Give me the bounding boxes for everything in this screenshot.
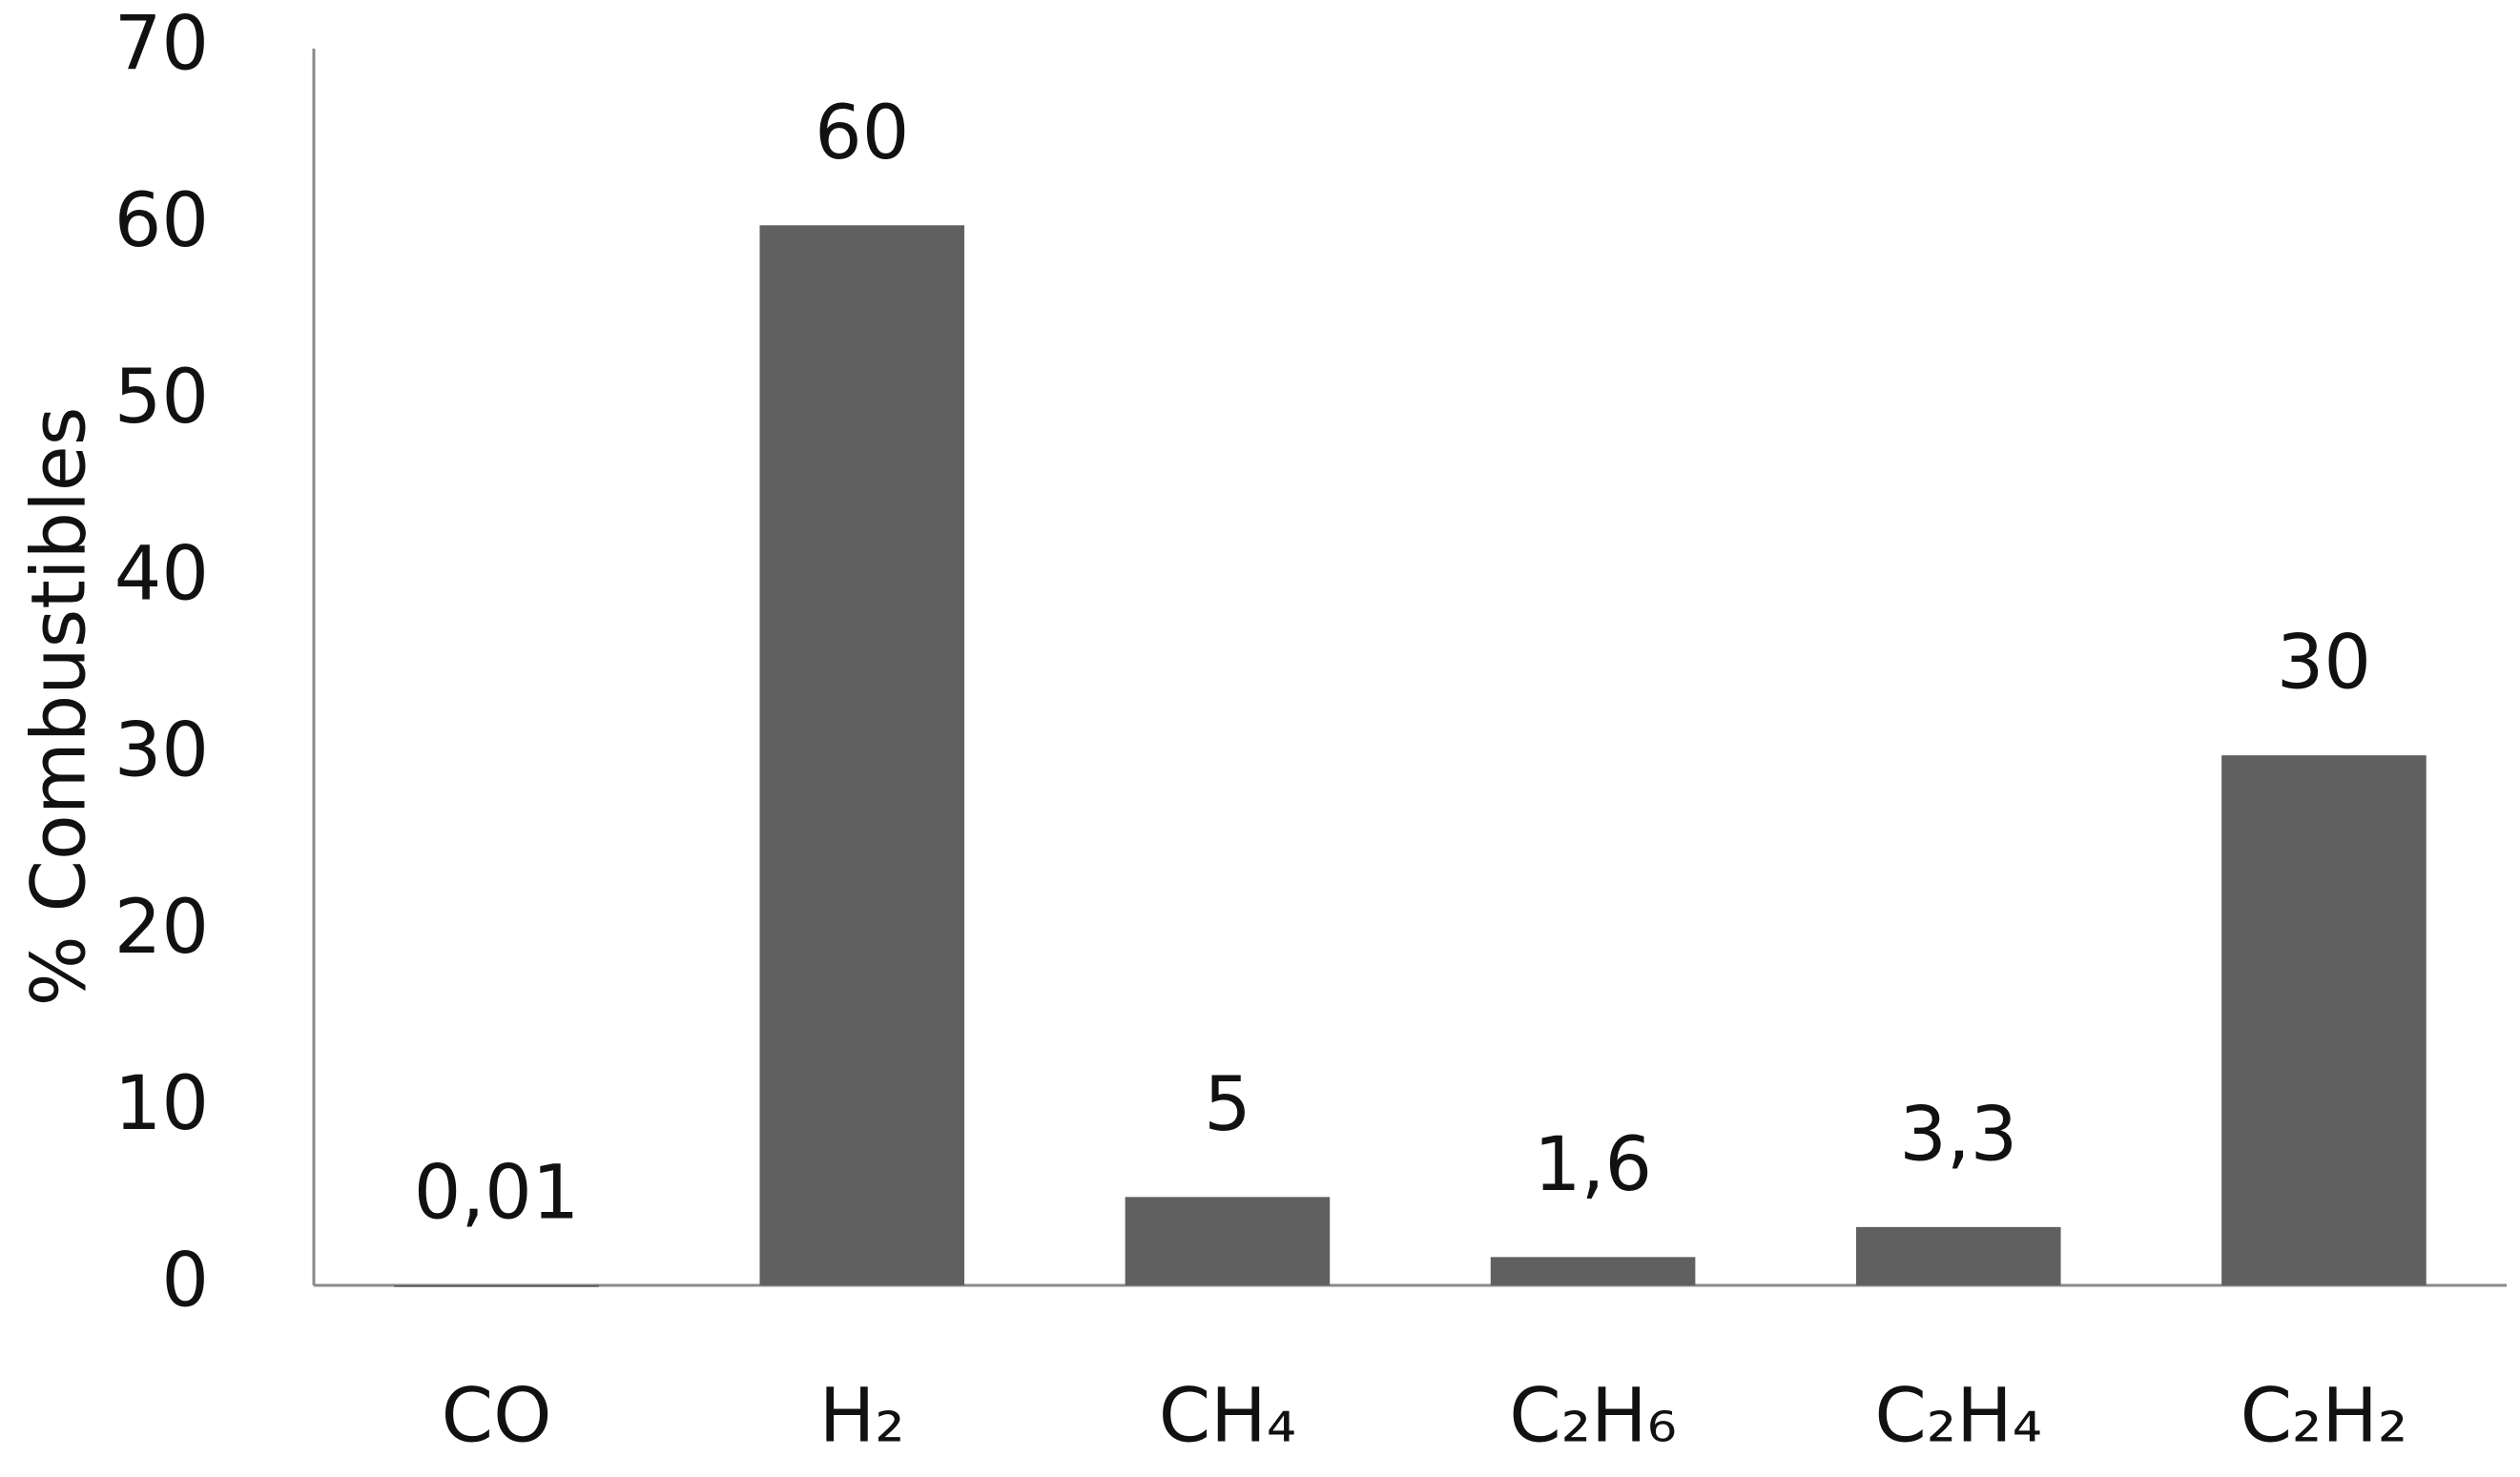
bar xyxy=(1490,1257,1696,1285)
x-tick-label: CO xyxy=(442,1373,552,1459)
bar xyxy=(1855,1226,2061,1285)
x-tick-label: C₂H₆ xyxy=(1509,1373,1677,1459)
value-label: 3,3 xyxy=(1899,1092,2017,1178)
y-tick-label: 0 xyxy=(161,1238,209,1323)
y-tick-label: 30 xyxy=(114,708,209,794)
x-tick-label: CH₄ xyxy=(1159,1373,1296,1459)
value-label: 1,6 xyxy=(1534,1122,1652,1208)
bar xyxy=(2221,755,2427,1285)
value-label: 30 xyxy=(2277,621,2371,707)
y-tick-label: 50 xyxy=(114,355,209,441)
y-tick-label: 20 xyxy=(114,885,209,971)
value-label: 60 xyxy=(815,91,909,176)
bar xyxy=(394,1284,599,1287)
x-tick-label: C₂H₂ xyxy=(2241,1373,2408,1459)
y-axis-label: % Combustibles xyxy=(16,407,102,1007)
y-tick-label: 70 xyxy=(114,1,209,87)
value-label: 0,01 xyxy=(414,1150,580,1236)
x-tick-label: C₂H₄ xyxy=(1874,1373,2042,1459)
bar xyxy=(1125,1197,1331,1285)
value-label: 5 xyxy=(1204,1062,1251,1148)
bar xyxy=(759,225,965,1285)
y-tick-label: 40 xyxy=(114,531,209,617)
y-tick-label: 10 xyxy=(114,1061,209,1147)
x-tick-label: H₂ xyxy=(819,1373,905,1459)
y-tick-label: 60 xyxy=(114,178,209,264)
